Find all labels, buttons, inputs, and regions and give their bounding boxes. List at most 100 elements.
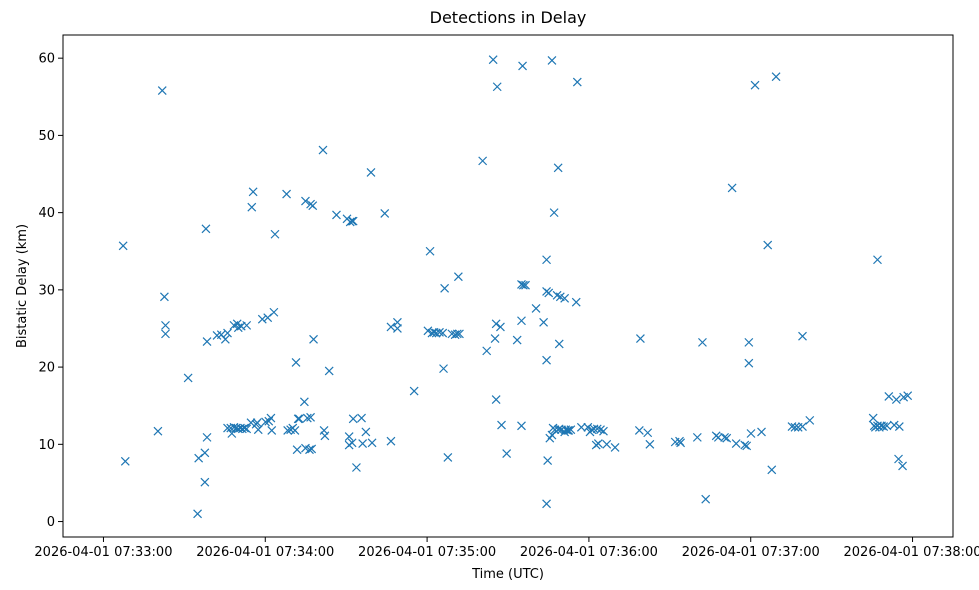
data-point-x-marker (490, 334, 500, 343)
data-point-x-marker (309, 334, 318, 344)
data-point-x-marker (366, 168, 376, 177)
data-point-x-marker (692, 432, 702, 442)
data-point-x-marker (367, 438, 377, 448)
data-point-x-marker (771, 72, 781, 82)
data-point-x-marker (554, 339, 564, 349)
data-point-x-marker (118, 241, 128, 251)
x-tick-label: 2026-04-01 07:33:00 (34, 545, 172, 560)
data-point-x-marker (438, 328, 448, 338)
data-point-x-marker (884, 392, 894, 401)
data-point-x-marker (478, 156, 488, 166)
data-point-x-marker (502, 449, 512, 459)
data-point-x-marker (722, 433, 732, 443)
data-point-x-marker (200, 448, 210, 458)
data-point-x-marker (610, 442, 620, 452)
data-point-x-marker (868, 413, 878, 423)
data-point-x-marker (572, 77, 582, 87)
data-point-x-marker (566, 425, 576, 435)
data-point-x-marker (292, 445, 302, 455)
data-point-x-marker (409, 386, 419, 396)
data-point-x-marker (201, 224, 211, 234)
data-point-x-marker (202, 337, 212, 347)
data-point-x-marker (267, 425, 277, 435)
data-point-x-marker (161, 320, 170, 330)
data-point-x-marker (492, 82, 502, 92)
x-tick-label: 2026-04-01 07:35:00 (358, 545, 496, 560)
data-point-x-marker (248, 187, 258, 197)
x-tick-label: 2026-04-01 07:38:00 (844, 545, 979, 560)
data-point-x-marker (246, 418, 256, 428)
data-point-x-marker (543, 456, 553, 465)
data-point-x-marker (563, 425, 573, 435)
data-point-x-marker (294, 414, 304, 424)
data-point-x-marker (798, 422, 807, 431)
x-axis: 2026-04-01 07:33:00 2026-04-01 07:34:00 20… (34, 537, 979, 560)
data-point-x-marker (252, 418, 262, 428)
data-point-x-marker (455, 329, 464, 339)
data-point-x-marker (602, 439, 612, 449)
y-tick-label: 30 (38, 283, 55, 298)
data-point-x-marker (593, 439, 603, 448)
data-point-x-marker (453, 272, 463, 282)
data-point-x-marker (521, 280, 530, 290)
y-tick-label: 0 (47, 515, 55, 530)
y-axis: 0 10 20 30 40 50 60 (38, 52, 63, 530)
data-point-x-marker (361, 427, 371, 437)
data-point-x-marker (713, 432, 723, 442)
data-point-x-marker (348, 414, 358, 424)
data-point-x-marker (301, 196, 310, 206)
data-point-x-marker (307, 444, 317, 454)
data-point-x-marker (542, 499, 551, 509)
data-point-x-marker (488, 55, 498, 65)
data-point-x-marker (542, 355, 551, 365)
data-point-x-marker (889, 420, 899, 430)
data-point-x-marker (202, 432, 212, 442)
y-tick-label: 40 (38, 206, 55, 221)
data-point-x-marker (547, 56, 557, 65)
data-point-x-marker (242, 320, 252, 330)
data-point-x-marker (153, 426, 163, 436)
data-point-x-marker (744, 358, 754, 368)
data-point-x-marker (539, 317, 549, 327)
data-point-x-marker (282, 189, 292, 199)
data-points (118, 55, 913, 519)
data-point-x-marker (318, 145, 328, 155)
data-point-x-marker (220, 334, 230, 344)
data-point-x-marker (247, 202, 257, 212)
chart-title: Detections in Delay (430, 8, 587, 27)
data-point-x-marker (518, 280, 528, 290)
data-point-x-marker (798, 331, 807, 341)
y-tick-label: 10 (38, 438, 55, 453)
data-point-x-marker (435, 327, 444, 337)
data-point-x-marker (790, 422, 800, 432)
data-point-x-marker (517, 421, 526, 431)
data-point-x-marker (237, 424, 247, 434)
data-point-x-marker (571, 297, 581, 307)
data-point-x-marker (120, 456, 130, 466)
y-tick-label: 60 (38, 52, 55, 67)
data-point-x-marker (517, 316, 526, 326)
data-point-x-marker (549, 208, 559, 218)
x-tick-label: 2026-04-01 07:36:00 (520, 545, 658, 560)
data-point-x-marker (240, 423, 249, 433)
data-point-x-marker (564, 425, 574, 435)
data-point-x-marker (227, 429, 237, 438)
data-point-x-marker (439, 364, 448, 374)
data-point-x-marker (431, 328, 441, 338)
data-point-x-marker (380, 208, 390, 218)
data-point-x-marker (643, 428, 653, 438)
data-point-x-marker (496, 322, 505, 332)
data-point-x-marker (482, 346, 492, 356)
data-point-x-marker (452, 329, 462, 339)
data-point-x-marker (763, 240, 773, 250)
data-point-x-marker (270, 229, 280, 239)
data-point-x-marker (269, 307, 279, 317)
data-point-x-marker (560, 293, 570, 303)
data-point-x-marker (518, 61, 527, 71)
data-point-x-marker (873, 255, 882, 265)
data-point-x-marker (386, 436, 396, 446)
y-tick-label: 50 (38, 129, 55, 144)
data-point-x-marker (200, 477, 210, 487)
data-point-x-marker (293, 414, 303, 424)
